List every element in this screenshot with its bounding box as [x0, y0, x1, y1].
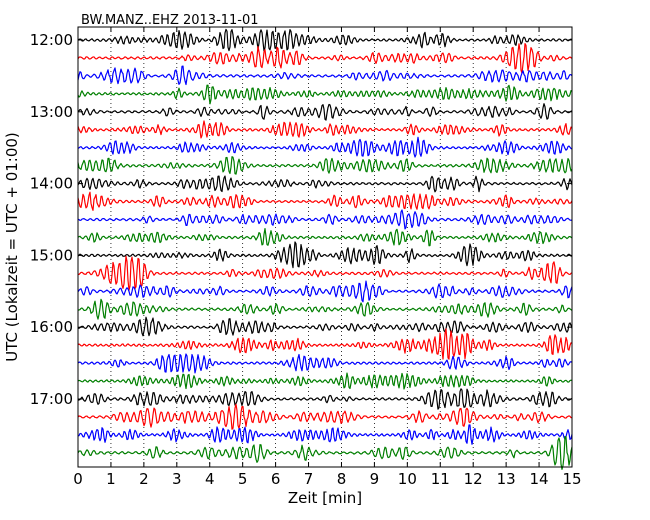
grid-lines	[110, 27, 540, 467]
trace-1500	[77, 241, 573, 269]
trace-1530	[77, 280, 573, 303]
x-tick-label: 15	[562, 470, 581, 488]
x-tick-label: 9	[370, 470, 380, 488]
x-tick-label: 2	[139, 470, 149, 488]
y-axis-label: UTC (Lokalzeit = UTC + 01:00)	[3, 132, 21, 362]
trace-1430	[77, 209, 573, 230]
x-tick-label: 7	[304, 470, 314, 488]
trace-1230	[77, 65, 573, 86]
x-tick-label: 4	[205, 470, 215, 488]
trace-1330	[77, 136, 573, 158]
x-tick-label: 8	[337, 470, 347, 488]
x-axis: 0 1 2 3 4 5 6 7 8 9 10 11 12 13 14 15	[73, 27, 582, 488]
trace-1345	[77, 156, 573, 175]
trace-1415	[77, 191, 573, 211]
x-tick-label: 11	[431, 470, 450, 488]
trace-1730	[77, 424, 573, 445]
y-tick-label: 16:00	[30, 318, 73, 336]
trace-1445	[77, 228, 573, 247]
y-tick-label: 17:00	[30, 390, 73, 408]
trace-1715	[77, 403, 573, 430]
y-tick-label: 14:00	[30, 175, 73, 193]
trace-1645	[77, 372, 573, 390]
x-tick-label: 5	[238, 470, 248, 488]
y-tick-label: 13:00	[30, 103, 73, 121]
trace-1600	[77, 316, 573, 337]
x-tick-label: 13	[497, 470, 516, 488]
trace-1245	[77, 84, 573, 105]
trace-1300	[77, 103, 573, 121]
x-tick-label: 14	[530, 470, 549, 488]
trace-1630	[77, 353, 573, 374]
trace-1615	[77, 328, 573, 360]
x-tick-label: 3	[172, 470, 182, 488]
x-tick-label: 12	[464, 470, 483, 488]
trace-1700	[77, 388, 573, 410]
seismic-traces	[77, 28, 573, 470]
trace-1215	[77, 43, 573, 74]
y-tick-label: 12:00	[30, 31, 73, 49]
chart-title: BW.MANZ..EHZ 2013-11-01	[81, 13, 259, 28]
trace-1745	[77, 436, 573, 470]
trace-1200	[77, 28, 573, 52]
trace-1515	[77, 255, 573, 291]
trace-1315	[77, 120, 573, 139]
y-axis: 12:00 13:00 14:00 15:00 16:00 17:00	[30, 31, 572, 408]
y-tick-label: 15:00	[30, 246, 73, 264]
plot-frame	[77, 26, 573, 468]
trace-1400	[77, 175, 573, 193]
x-tick-label: 1	[106, 470, 116, 488]
x-tick-label: 10	[398, 470, 417, 488]
x-tick-label: 6	[271, 470, 281, 488]
trace-1545	[77, 298, 573, 320]
x-tick-label: 0	[73, 470, 83, 488]
x-axis-label: Zeit [min]	[288, 489, 362, 507]
